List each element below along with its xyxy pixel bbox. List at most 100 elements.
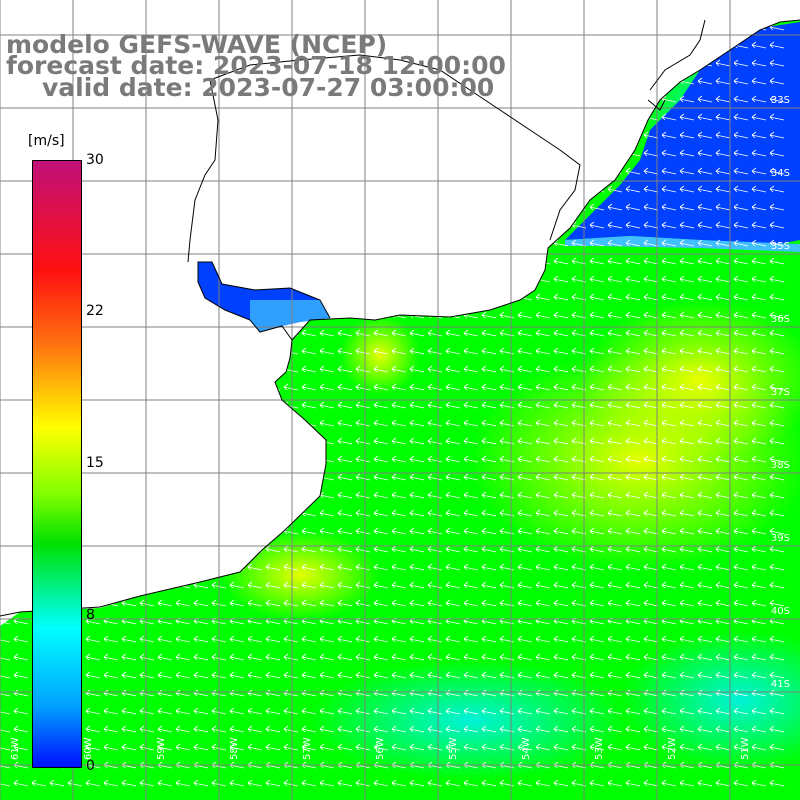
wind-arrow bbox=[697, 311, 713, 319]
wind-arrow bbox=[319, 779, 335, 787]
wind-arrow bbox=[229, 653, 245, 661]
wind-arrow bbox=[679, 527, 695, 535]
wind-arrow bbox=[661, 185, 677, 193]
wind-arrow bbox=[553, 725, 569, 733]
border-line bbox=[187, 79, 219, 263]
wind-arrow bbox=[625, 707, 641, 715]
wind-arrow bbox=[697, 419, 713, 427]
model-title: modelo GEFS-WAVE (NCEP) bbox=[6, 30, 388, 59]
wind-arrow bbox=[481, 347, 497, 355]
wind-arrow bbox=[607, 527, 623, 535]
wind-arrow bbox=[409, 491, 425, 499]
wind-arrow bbox=[463, 779, 479, 787]
wind-arrow bbox=[229, 779, 245, 787]
wind-arrow bbox=[445, 707, 461, 715]
wind-arrow bbox=[769, 293, 785, 301]
wind-arrow bbox=[589, 635, 605, 643]
wind-arrow bbox=[697, 203, 713, 211]
wind-arrow bbox=[733, 707, 749, 715]
longitude-label: 51W bbox=[740, 737, 751, 760]
wind-arrow bbox=[373, 725, 389, 733]
wind-arrow bbox=[373, 365, 389, 373]
wind-arrow bbox=[553, 653, 569, 661]
wind-arrow bbox=[283, 671, 299, 679]
wind-arrow bbox=[247, 725, 263, 733]
wind-arrow bbox=[85, 707, 101, 715]
wind-arrow bbox=[679, 779, 695, 787]
wind-arrow bbox=[643, 293, 659, 301]
wind-arrow bbox=[679, 113, 695, 121]
wind-arrow bbox=[355, 707, 371, 715]
wind-arrow bbox=[715, 95, 731, 103]
wind-arrow bbox=[391, 527, 407, 535]
wind-arrow bbox=[409, 419, 425, 427]
wind-arrow bbox=[697, 221, 713, 229]
wind-arrow bbox=[661, 329, 677, 337]
wind-arrow bbox=[355, 725, 371, 733]
wind-arrow bbox=[445, 491, 461, 499]
wind-arrow bbox=[751, 365, 767, 373]
wind-arrow bbox=[463, 365, 479, 373]
wind-arrow bbox=[481, 527, 497, 535]
wind-arrow bbox=[625, 311, 641, 319]
wind-arrow bbox=[427, 347, 443, 355]
wind-arrow bbox=[643, 635, 659, 643]
wind-arrow bbox=[643, 527, 659, 535]
wind-arrow bbox=[391, 347, 407, 355]
latitude-label: 34S bbox=[771, 168, 790, 179]
wind-arrow bbox=[409, 743, 425, 751]
wind-arrow bbox=[769, 419, 785, 427]
wind-arrow bbox=[679, 347, 695, 355]
wind-arrow bbox=[175, 743, 191, 751]
wind-arrow bbox=[355, 563, 371, 571]
wind-arrow bbox=[625, 491, 641, 499]
wind-arrow bbox=[13, 671, 29, 679]
wind-arrow bbox=[553, 455, 569, 463]
wind-arrow bbox=[337, 527, 353, 535]
wind-arrow bbox=[463, 527, 479, 535]
wind-arrow bbox=[751, 653, 767, 661]
wind-arrow bbox=[391, 455, 407, 463]
wind-arrow bbox=[553, 365, 569, 373]
wind-arrow bbox=[355, 401, 371, 409]
wind-arrow bbox=[769, 113, 785, 121]
wind-arrow bbox=[661, 509, 677, 517]
wind-arrow bbox=[679, 509, 695, 517]
wind-arrow bbox=[697, 131, 713, 139]
wind-arrow bbox=[625, 563, 641, 571]
wind-arrow bbox=[625, 419, 641, 427]
wind-arrow bbox=[733, 779, 749, 787]
wind-arrow bbox=[733, 509, 749, 517]
wind-arrow bbox=[103, 671, 119, 679]
wind-arrow bbox=[733, 743, 749, 751]
wind-arrow bbox=[715, 779, 731, 787]
latitude-label: 39S bbox=[771, 533, 790, 544]
wind-arrow bbox=[409, 725, 425, 733]
wind-arrow bbox=[607, 257, 623, 265]
wind-arrow bbox=[301, 365, 317, 373]
wind-arrow bbox=[481, 401, 497, 409]
wind-arrow bbox=[481, 383, 497, 391]
wind-arrow bbox=[733, 725, 749, 733]
wind-arrow bbox=[715, 167, 731, 175]
wind-arrow bbox=[661, 113, 677, 121]
wind-arrow bbox=[751, 419, 767, 427]
wind-arrow bbox=[553, 671, 569, 679]
wind-arrow bbox=[715, 365, 731, 373]
wind-arrow bbox=[697, 275, 713, 283]
wind-arrow bbox=[751, 329, 767, 337]
wind-arrow bbox=[715, 329, 731, 337]
wind-arrow bbox=[715, 113, 731, 121]
wind-arrow bbox=[355, 599, 371, 607]
wind-arrow bbox=[319, 401, 335, 409]
wind-arrow bbox=[535, 779, 551, 787]
wind-arrow bbox=[733, 473, 749, 481]
wind-arrow bbox=[553, 275, 569, 283]
wind-arrow bbox=[679, 401, 695, 409]
wind-arrow bbox=[409, 563, 425, 571]
wind-arrow bbox=[751, 275, 767, 283]
wind-arrow bbox=[769, 383, 785, 391]
wind-arrow bbox=[193, 707, 209, 715]
wind-arrow bbox=[373, 419, 389, 427]
wind-arrow bbox=[661, 293, 677, 301]
